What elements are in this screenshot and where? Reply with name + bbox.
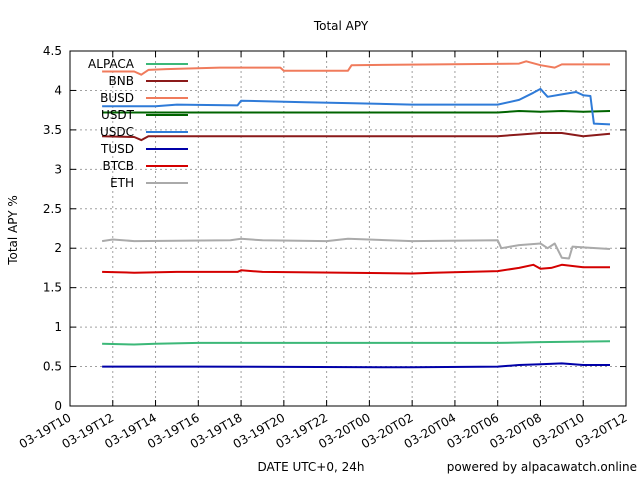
y-tick-label: 0.5 — [43, 360, 62, 374]
grid — [70, 51, 626, 406]
y-tick-label: 4.5 — [43, 44, 62, 58]
y-tick-label: 1 — [54, 320, 62, 334]
series-line-usdt — [102, 110, 611, 114]
x-axis-label: DATE UTC+0, 24h — [257, 460, 364, 474]
chart-title: Total APY — [313, 19, 369, 33]
y-tick-label: 4 — [54, 83, 62, 97]
legend-label-usdt: USDT — [101, 108, 135, 122]
series-line-tusd — [102, 362, 610, 369]
y-axis-label: Total APY % — [6, 195, 20, 266]
y-tick-label: 3.5 — [43, 123, 62, 137]
series-line-bnb — [102, 132, 611, 142]
legend-label-alpaca: ALPACA — [88, 57, 135, 71]
y-tick-label: 2.5 — [43, 202, 62, 216]
series-line-alpaca — [102, 340, 611, 346]
legend-label-usdc: USDC — [100, 125, 134, 139]
legend-label-btcb: BTCB — [103, 159, 134, 173]
legend-label-eth: ETH — [110, 176, 134, 190]
plot-frame — [69, 50, 627, 407]
series-line-usdc — [102, 87, 611, 126]
legend: ALPACA BNB BUSD USDT USDC TUSD BTCB ETH — [88, 57, 188, 190]
series-line-eth — [101, 237, 611, 260]
y-tick-label: 0 — [54, 399, 62, 413]
y-tick-label: 1.5 — [43, 281, 62, 295]
series-line-busd — [102, 60, 610, 76]
series-line-btcb — [102, 263, 610, 275]
y-tick-label: 3 — [54, 162, 62, 176]
series-lines — [101, 60, 611, 369]
legend-label-busd: BUSD — [100, 91, 134, 105]
footer-credit: powered by alpacawatch.online — [447, 460, 637, 474]
y-tick-label: 2 — [54, 241, 62, 255]
legend-label-bnb: BNB — [109, 74, 134, 88]
legend-label-tusd: TUSD — [100, 142, 134, 156]
